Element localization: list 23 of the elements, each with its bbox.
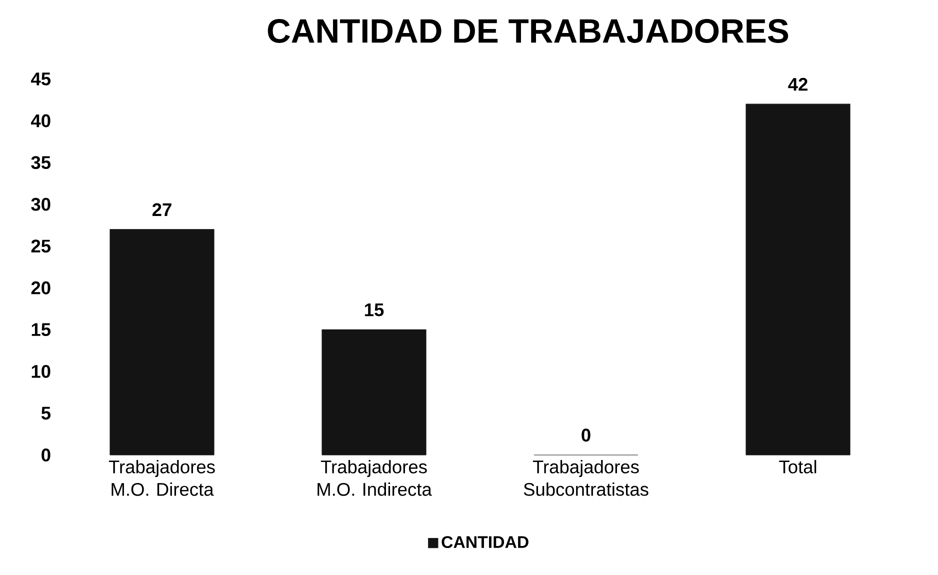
bar bbox=[322, 329, 426, 456]
data-label: 27 bbox=[152, 203, 172, 216]
x-tick-label: Trabajadores M.O. Directa bbox=[108, 460, 215, 496]
data-label: 0 bbox=[582, 428, 590, 442]
x-tick-label: Trabajadores Subcontratistas bbox=[524, 460, 648, 496]
y-tick-label: 5 bbox=[41, 406, 51, 420]
y-tick-label: 40 bbox=[30, 114, 50, 128]
y-tick-label: 25 bbox=[31, 240, 51, 253]
y-tick-label: 35 bbox=[31, 156, 51, 170]
legend-label: CANTIDAD bbox=[442, 536, 528, 548]
y-tick-label: 15 bbox=[32, 323, 51, 336]
x-tick-label: Trabajadores M.O. Indirecta bbox=[318, 460, 432, 496]
y-tick-label: 0 bbox=[42, 448, 50, 462]
y-tick-label: 20 bbox=[31, 281, 50, 294]
y-tick-label: 30 bbox=[31, 198, 50, 211]
x-tick-label: Total bbox=[779, 460, 816, 474]
chart-title: CANTIDAD DE TRABAJADORES bbox=[268, 19, 788, 43]
bar bbox=[110, 229, 214, 456]
y-tick-label: 10 bbox=[32, 364, 50, 378]
y-tick-label: 45 bbox=[30, 72, 51, 86]
data-label: 15 bbox=[364, 304, 384, 316]
bar bbox=[746, 104, 850, 456]
data-label: 42 bbox=[788, 78, 808, 91]
